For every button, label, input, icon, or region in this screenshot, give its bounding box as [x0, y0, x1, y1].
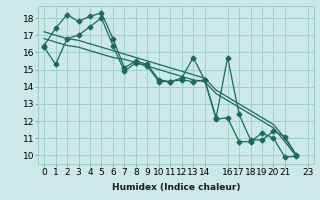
X-axis label: Humidex (Indice chaleur): Humidex (Indice chaleur) [112, 183, 240, 192]
